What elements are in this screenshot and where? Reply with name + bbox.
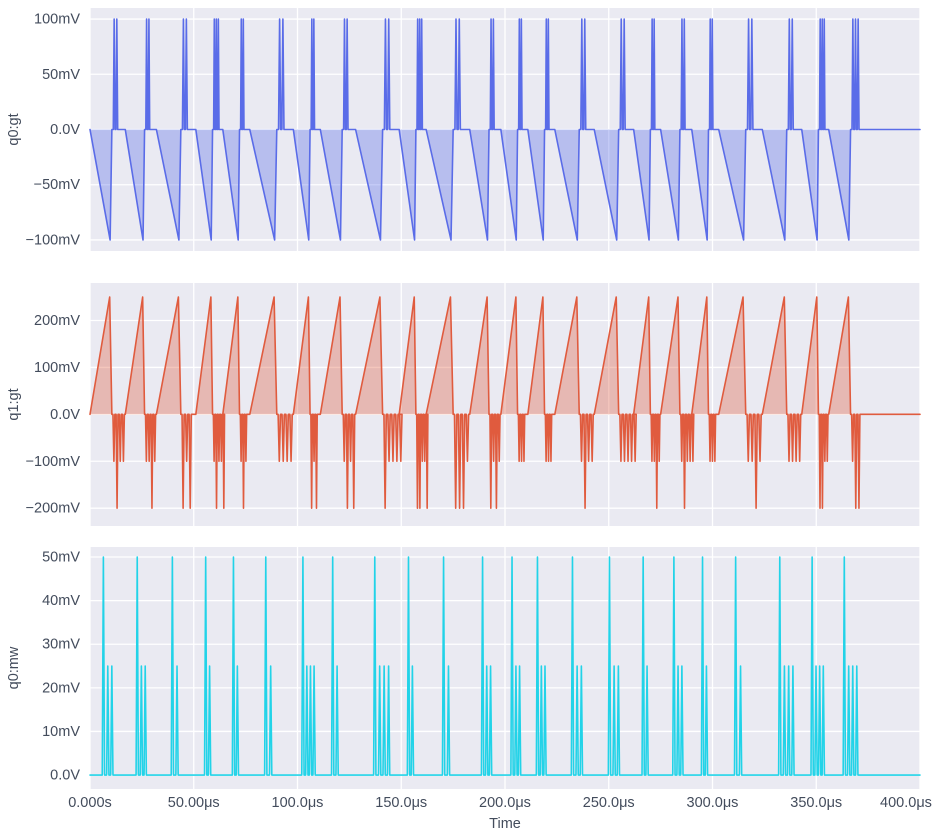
svg-text:q0:mw: q0:mw [6,646,22,689]
svg-text:0.0V: 0.0V [50,407,80,423]
svg-text:100mV: 100mV [34,12,80,28]
svg-text:200.0μs: 200.0μs [479,795,531,811]
svg-text:400.0μs: 400.0μs [880,795,932,811]
svg-text:q0:gt: q0:gt [6,113,22,145]
svg-text:200mV: 200mV [34,313,80,329]
svg-text:150.0μs: 150.0μs [375,795,427,811]
svg-text:50.00μs: 50.00μs [168,795,220,811]
svg-text:40mV: 40mV [42,593,80,609]
svg-text:q1:gt: q1:gt [6,388,22,420]
svg-text:0.000s: 0.000s [68,795,112,811]
svg-text:50mV: 50mV [42,67,80,83]
svg-text:−200mV: −200mV [26,501,81,517]
svg-text:−100mV: −100mV [26,232,81,248]
svg-text:250.0μs: 250.0μs [583,795,635,811]
svg-text:100.0μs: 100.0μs [272,795,324,811]
svg-text:0.0V: 0.0V [50,768,80,784]
svg-text:50mV: 50mV [42,550,80,566]
svg-text:10mV: 10mV [42,724,80,740]
svg-text:−50mV: −50mV [34,177,81,193]
svg-text:350.0μs: 350.0μs [790,795,842,811]
svg-text:100mV: 100mV [34,360,80,376]
svg-text:300.0μs: 300.0μs [687,795,739,811]
svg-text:−100mV: −100mV [26,454,81,470]
svg-text:0.0V: 0.0V [50,122,80,138]
svg-text:30mV: 30mV [42,637,80,653]
svg-text:Time: Time [489,816,521,832]
svg-text:20mV: 20mV [42,680,80,696]
